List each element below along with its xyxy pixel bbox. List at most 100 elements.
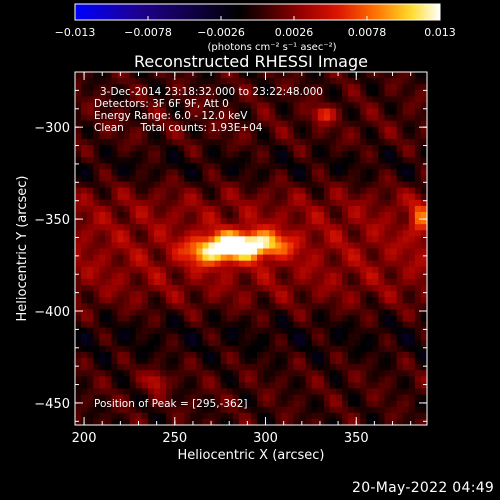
image-pixel — [93, 211, 100, 219]
image-pixel — [335, 132, 343, 140]
image-pixel — [87, 315, 94, 323]
image-pixel — [153, 400, 161, 408]
image-pixel — [384, 303, 392, 310]
image-pixel — [99, 78, 106, 85]
image-pixel — [220, 230, 228, 237]
image-pixel — [329, 132, 337, 140]
image-pixel — [244, 382, 252, 390]
image-pixel — [257, 132, 264, 140]
image-pixel — [202, 291, 210, 298]
image-pixel — [147, 84, 155, 91]
image-pixel — [251, 126, 258, 134]
image-pixel — [232, 400, 240, 408]
image-pixel — [208, 90, 216, 97]
image-pixel — [251, 102, 258, 110]
image-pixel — [305, 145, 313, 152]
image-pixel — [99, 406, 106, 414]
image-pixel — [281, 163, 289, 170]
image-pixel — [129, 72, 137, 79]
image-pixel — [275, 205, 282, 213]
image-pixel — [408, 224, 416, 231]
image-pixel — [390, 303, 398, 310]
image-pixel — [190, 364, 197, 371]
image-pixel — [348, 327, 355, 335]
image-pixel — [190, 205, 197, 213]
image-pixel — [208, 102, 216, 110]
image-pixel — [408, 364, 416, 371]
image-pixel — [263, 303, 270, 310]
image-pixel — [420, 254, 428, 262]
image-pixel — [287, 230, 295, 237]
image-pixel — [342, 412, 349, 420]
image-pixel — [269, 309, 276, 317]
image-pixel — [208, 339, 216, 347]
image-pixel — [105, 84, 113, 91]
image-pixel — [135, 254, 143, 262]
image-pixel — [305, 376, 313, 383]
image-pixel — [220, 108, 228, 116]
image-pixel — [269, 230, 276, 237]
image-pixel — [354, 345, 361, 353]
image-pixel — [348, 260, 355, 268]
image-pixel — [329, 151, 337, 158]
image-pixel — [111, 218, 119, 225]
image-pixel — [105, 260, 113, 268]
image-pixel — [184, 272, 191, 280]
image-pixel — [342, 278, 349, 286]
image-pixel — [196, 193, 204, 201]
image-pixel — [129, 199, 137, 207]
image-pixel — [117, 412, 125, 420]
image-pixel — [178, 126, 185, 134]
image-pixel — [299, 193, 307, 201]
image-pixel — [317, 102, 325, 110]
image-pixel — [257, 370, 264, 377]
image-pixel — [335, 248, 343, 256]
image-pixel — [226, 248, 234, 256]
image-pixel — [129, 236, 137, 244]
image-pixel — [111, 169, 119, 177]
image-pixel — [311, 242, 319, 250]
image-pixel — [390, 394, 398, 402]
image-pixel — [378, 303, 386, 310]
image-pixel — [299, 388, 307, 396]
image-pixel — [329, 345, 337, 353]
image-pixel — [81, 388, 88, 396]
image-pixel — [342, 418, 349, 426]
image-pixel — [360, 230, 367, 237]
image-pixel — [378, 114, 386, 122]
image-pixel — [232, 382, 240, 390]
image-pixel — [299, 157, 307, 164]
image-pixel — [348, 211, 355, 219]
image-pixel — [366, 151, 373, 158]
image-pixel — [226, 388, 234, 396]
image-pixel — [414, 358, 422, 365]
image-pixel — [238, 236, 246, 244]
image-pixel — [275, 218, 282, 225]
image-pixel — [348, 230, 355, 237]
image-pixel — [99, 345, 106, 353]
image-pixel — [293, 96, 301, 104]
image-pixel — [257, 102, 264, 110]
image-pixel — [329, 175, 337, 183]
image-pixel — [293, 218, 301, 225]
image-pixel — [317, 90, 325, 97]
image-pixel — [390, 211, 398, 219]
image-pixel — [232, 145, 240, 152]
image-pixel — [384, 406, 392, 414]
image-pixel — [123, 278, 131, 286]
image-pixel — [214, 205, 222, 213]
image-pixel — [408, 218, 416, 225]
image-pixel — [159, 266, 167, 274]
image-pixel — [184, 412, 191, 420]
image-pixel — [196, 351, 204, 359]
image-pixel — [342, 187, 349, 195]
image-pixel — [384, 145, 392, 152]
image-pixel — [202, 382, 210, 390]
image-pixel — [414, 333, 422, 341]
image-pixel — [135, 218, 143, 225]
image-pixel — [159, 272, 167, 280]
annotation-line: Clean Total counts: 1.93E+04 — [94, 122, 263, 134]
image-pixel — [202, 242, 210, 250]
image-pixel — [372, 102, 380, 110]
image-pixel — [172, 193, 179, 201]
